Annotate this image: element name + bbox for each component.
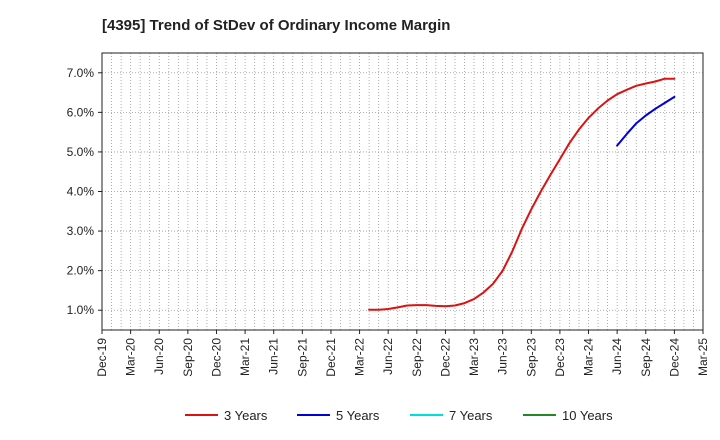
x-tick-label: Jun-21 <box>267 338 281 375</box>
series-line-3-years <box>368 77 676 311</box>
legend-label: 5 Years <box>336 408 380 423</box>
series-line-5-years <box>616 95 676 147</box>
y-axis-ticks: 1.0% 2.0% 3.0% 4.0% 5.0% 6.0% 7.0% <box>67 66 102 317</box>
x-tick-label: Jun-24 <box>610 338 624 375</box>
x-tick-label: Mar-21 <box>238 338 252 376</box>
legend: 3 Years 5 Years 7 Years 10 Years <box>185 408 613 423</box>
x-tick-label: Sep-22 <box>410 338 424 377</box>
x-tick-label: Dec-19 <box>95 338 109 377</box>
x-tick-label: Mar-23 <box>467 338 481 376</box>
x-tick-label: Jun-23 <box>496 338 510 375</box>
legend-label: 3 Years <box>224 408 268 423</box>
y-tick-label: 2.0% <box>67 264 95 278</box>
x-tick-label: Mar-20 <box>124 338 138 376</box>
x-tick-label: Jun-20 <box>152 338 166 375</box>
y-tick-label: 5.0% <box>67 145 95 159</box>
x-tick-label: Mar-25 <box>696 338 710 376</box>
legend-label: 10 Years <box>562 408 613 423</box>
x-tick-label: Dec-21 <box>324 338 338 377</box>
chart-title: [4395] Trend of StDev of Ordinary Income… <box>102 17 450 34</box>
x-axis-ticks: Dec-19 Mar-20 Jun-20 Sep-20 Dec-20 Mar-21 Jun-… <box>95 330 710 377</box>
x-tick-label: Dec-20 <box>209 338 223 377</box>
legend-label: 7 Years <box>449 408 493 423</box>
y-tick-label: 4.0% <box>67 185 95 199</box>
y-tick-label: 6.0% <box>67 105 95 119</box>
series-lines <box>368 77 676 311</box>
x-tick-label: Mar-24 <box>582 338 596 376</box>
x-tick-label: Sep-20 <box>181 338 195 377</box>
y-tick-label: 1.0% <box>67 303 95 317</box>
y-tick-label: 7.0% <box>67 66 95 80</box>
x-tick-label: Dec-23 <box>553 338 567 377</box>
x-tick-label: Dec-24 <box>667 338 681 377</box>
grid-lines <box>101 52 704 331</box>
y-tick-label: 3.0% <box>67 224 95 238</box>
x-tick-label: Sep-23 <box>524 338 538 377</box>
x-tick-label: Sep-21 <box>295 338 309 377</box>
x-tick-label: Jun-22 <box>381 338 395 375</box>
x-tick-label: Sep-24 <box>639 338 653 377</box>
x-tick-label: Dec-22 <box>438 338 452 377</box>
x-tick-label: Mar-22 <box>353 338 367 376</box>
